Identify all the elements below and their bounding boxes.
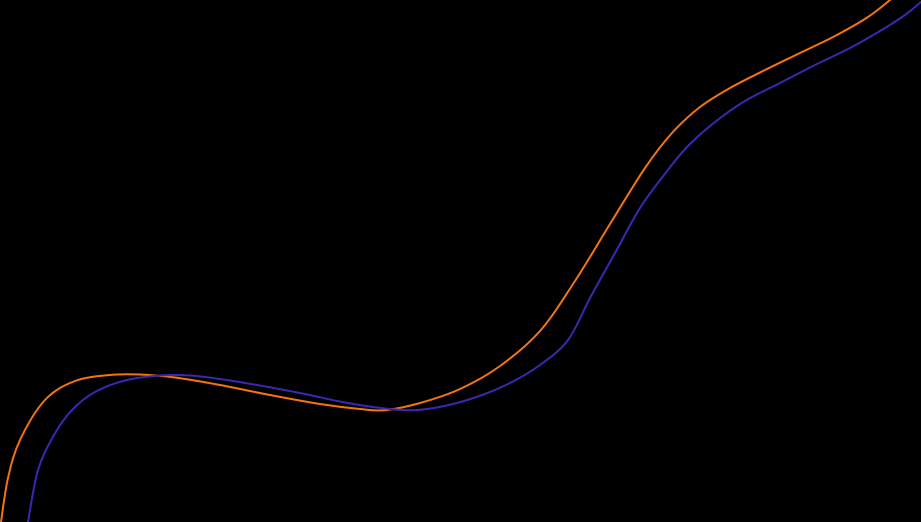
indigo-curve-path: [27, 1, 921, 522]
orange-curve-path: [0, 0, 891, 522]
